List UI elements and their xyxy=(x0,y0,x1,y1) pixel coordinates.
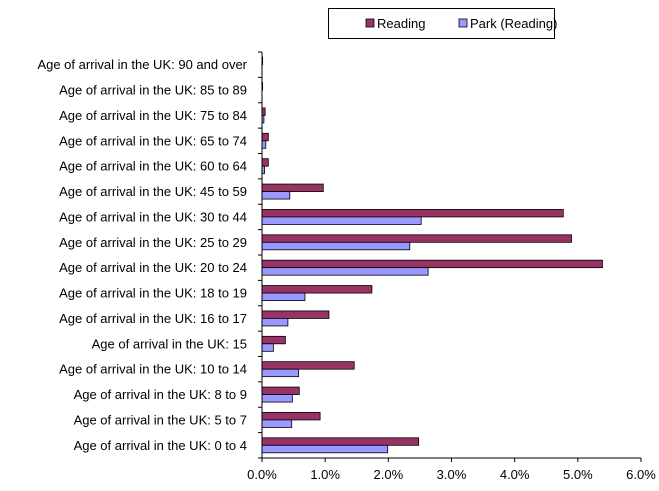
bar-reading-11 xyxy=(261,335,286,345)
x-tick-label: 0.0% xyxy=(247,467,277,482)
bar-reading-10 xyxy=(261,310,330,319)
bar-reading-7 xyxy=(261,234,572,243)
bar-park-reading-11 xyxy=(261,343,274,352)
bar-reading-6 xyxy=(261,209,564,218)
bar-reading-4 xyxy=(261,158,269,167)
x-tick-label: 3.0% xyxy=(437,467,467,482)
legend-label-park-reading: Park (Reading) xyxy=(470,16,557,31)
category-label: Age of arrival in the UK: 20 to 24 xyxy=(59,260,247,275)
bar-reading-12 xyxy=(261,361,355,370)
bar-park-reading-7 xyxy=(261,241,411,251)
category-label: Age of arrival in the UK: 8 to 9 xyxy=(74,387,247,402)
bar-reading-8 xyxy=(261,259,603,269)
bar-park-reading-9 xyxy=(261,292,306,301)
category-label: Age of arrival in the UK: 16 to 17 xyxy=(59,311,247,326)
category-label: Age of arrival in the UK: 45 to 59 xyxy=(59,184,247,199)
bar-park-reading-3 xyxy=(261,140,267,149)
category-label: Age of arrival in the UK: 15 xyxy=(92,336,247,351)
category-label: Age of arrival in the UK: 0 to 4 xyxy=(74,438,247,453)
legend: Reading Park (Reading) xyxy=(328,8,557,39)
category-label: Age of arrival in the UK: 18 to 19 xyxy=(59,286,247,301)
x-tick-label: 2.0% xyxy=(374,467,404,482)
bar-park-reading-12 xyxy=(261,368,300,378)
category-label: Age of arrival in the UK: 30 to 44 xyxy=(59,209,247,224)
category-label: Age of arrival in the UK: 10 to 14 xyxy=(59,362,247,377)
axes-layer: 0.0% 1.0% 2.0% 3.0% 4.0% 5.0% 6.0% xyxy=(247,51,656,482)
legend-swatch-reading xyxy=(365,18,375,28)
x-tick-label: 4.0% xyxy=(500,467,530,482)
legend-label-reading: Reading xyxy=(377,16,425,31)
bar-park-reading-14 xyxy=(261,419,293,428)
bar-park-reading-8 xyxy=(261,267,429,276)
legend-swatch-park-reading xyxy=(458,18,468,28)
bar-reading-13 xyxy=(261,386,300,395)
category-label: Age of arrival in the UK: 25 to 29 xyxy=(59,235,247,250)
bar-reading-5 xyxy=(261,183,324,192)
bar-reading-3 xyxy=(261,132,269,142)
category-label: Age of arrival in the UK: 75 to 84 xyxy=(59,108,247,123)
category-label: Age of arrival in the UK: 60 to 64 xyxy=(59,159,247,174)
x-tick-label: 1.0% xyxy=(310,467,340,482)
bar-reading-15 xyxy=(261,437,420,446)
bar-park-reading-15 xyxy=(261,444,389,454)
category-label: Age of arrival in the UK: 90 and over xyxy=(37,57,247,72)
bar-reading-9 xyxy=(261,285,373,294)
bar-park-reading-6 xyxy=(261,216,422,225)
bar-reading-14 xyxy=(261,412,321,421)
category-label: Age of arrival in the UK: 85 to 89 xyxy=(59,83,247,98)
category-label: Age of arrival in the UK: 5 to 7 xyxy=(74,412,247,427)
bar-park-reading-13 xyxy=(261,394,293,403)
bar-park-reading-10 xyxy=(261,318,289,327)
x-tick-label: 6.0% xyxy=(626,467,656,482)
x-tick-label: 5.0% xyxy=(563,467,593,482)
category-label: Age of arrival in the UK: 65 to 74 xyxy=(59,133,247,148)
category-labels: Age of arrival in the UK: 90 and over Age… xyxy=(37,57,247,453)
bars-layer xyxy=(261,56,603,454)
bar-park-reading-5 xyxy=(261,191,291,200)
